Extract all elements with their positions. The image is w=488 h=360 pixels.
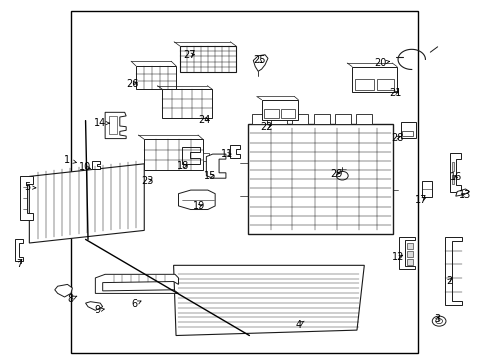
Text: 17: 17 (414, 195, 427, 205)
Bar (451, 162, 453, 171)
Text: 29: 29 (329, 168, 342, 179)
Bar (248, 124, 392, 234)
Polygon shape (449, 153, 460, 192)
Bar (451, 175, 453, 184)
Text: 8: 8 (68, 294, 77, 304)
Bar (351, 67, 396, 92)
Text: 5: 5 (24, 182, 36, 192)
Polygon shape (206, 154, 225, 178)
Bar (261, 100, 298, 120)
Text: 13: 13 (458, 190, 471, 200)
Polygon shape (92, 161, 100, 169)
Text: 4: 4 (295, 320, 304, 330)
Bar (402, 131, 412, 136)
Text: 28: 28 (390, 132, 403, 143)
Bar (281, 109, 294, 118)
Bar (271, 114, 286, 124)
Text: 27: 27 (183, 50, 196, 60)
Text: 22: 22 (260, 122, 272, 132)
Text: 1: 1 (64, 155, 76, 165)
Polygon shape (182, 147, 199, 164)
Polygon shape (55, 284, 72, 297)
Text: 24: 24 (198, 114, 210, 125)
Polygon shape (85, 302, 102, 310)
Circle shape (431, 316, 445, 326)
Circle shape (435, 319, 442, 324)
Bar (421, 181, 431, 197)
Bar (144, 139, 203, 170)
Polygon shape (29, 164, 144, 243)
Polygon shape (105, 112, 126, 139)
Circle shape (336, 171, 347, 180)
Text: 10: 10 (79, 162, 92, 172)
Bar (406, 251, 412, 257)
Text: 19: 19 (193, 201, 205, 211)
Bar (334, 114, 350, 124)
Polygon shape (95, 274, 178, 293)
Text: 3: 3 (434, 314, 440, 324)
Bar (71, 11, 417, 353)
Bar (136, 66, 176, 89)
Text: 6: 6 (131, 299, 141, 309)
Polygon shape (178, 190, 215, 210)
Text: 15: 15 (203, 171, 216, 181)
Text: 2: 2 (445, 276, 451, 286)
Polygon shape (20, 176, 33, 220)
Bar (180, 46, 236, 72)
Bar (203, 153, 208, 161)
Text: 11: 11 (221, 149, 233, 159)
Polygon shape (173, 265, 364, 336)
Text: 20: 20 (373, 58, 389, 68)
Bar (313, 114, 329, 124)
Bar (406, 259, 412, 265)
Bar (292, 114, 307, 124)
Polygon shape (253, 55, 267, 71)
Text: 18: 18 (177, 161, 189, 171)
Text: 7: 7 (17, 258, 22, 269)
Polygon shape (229, 145, 239, 158)
Text: 16: 16 (448, 172, 461, 182)
Bar (355, 114, 371, 124)
Text: 21: 21 (388, 88, 401, 98)
Bar (406, 243, 412, 249)
Bar (264, 109, 278, 118)
Polygon shape (398, 237, 414, 269)
Bar (354, 79, 373, 90)
Bar (400, 122, 415, 138)
Polygon shape (444, 237, 461, 305)
Text: 23: 23 (141, 176, 154, 186)
Text: 12: 12 (391, 252, 404, 262)
Text: 25: 25 (252, 55, 265, 66)
Bar (376, 79, 393, 90)
Bar (251, 114, 267, 124)
Bar (162, 89, 212, 118)
Polygon shape (455, 189, 468, 196)
Bar (131, 61, 171, 89)
Text: 26: 26 (125, 78, 138, 89)
Bar (108, 116, 117, 134)
Text: 9: 9 (95, 305, 104, 315)
Polygon shape (15, 239, 23, 261)
Text: 14: 14 (94, 118, 109, 128)
